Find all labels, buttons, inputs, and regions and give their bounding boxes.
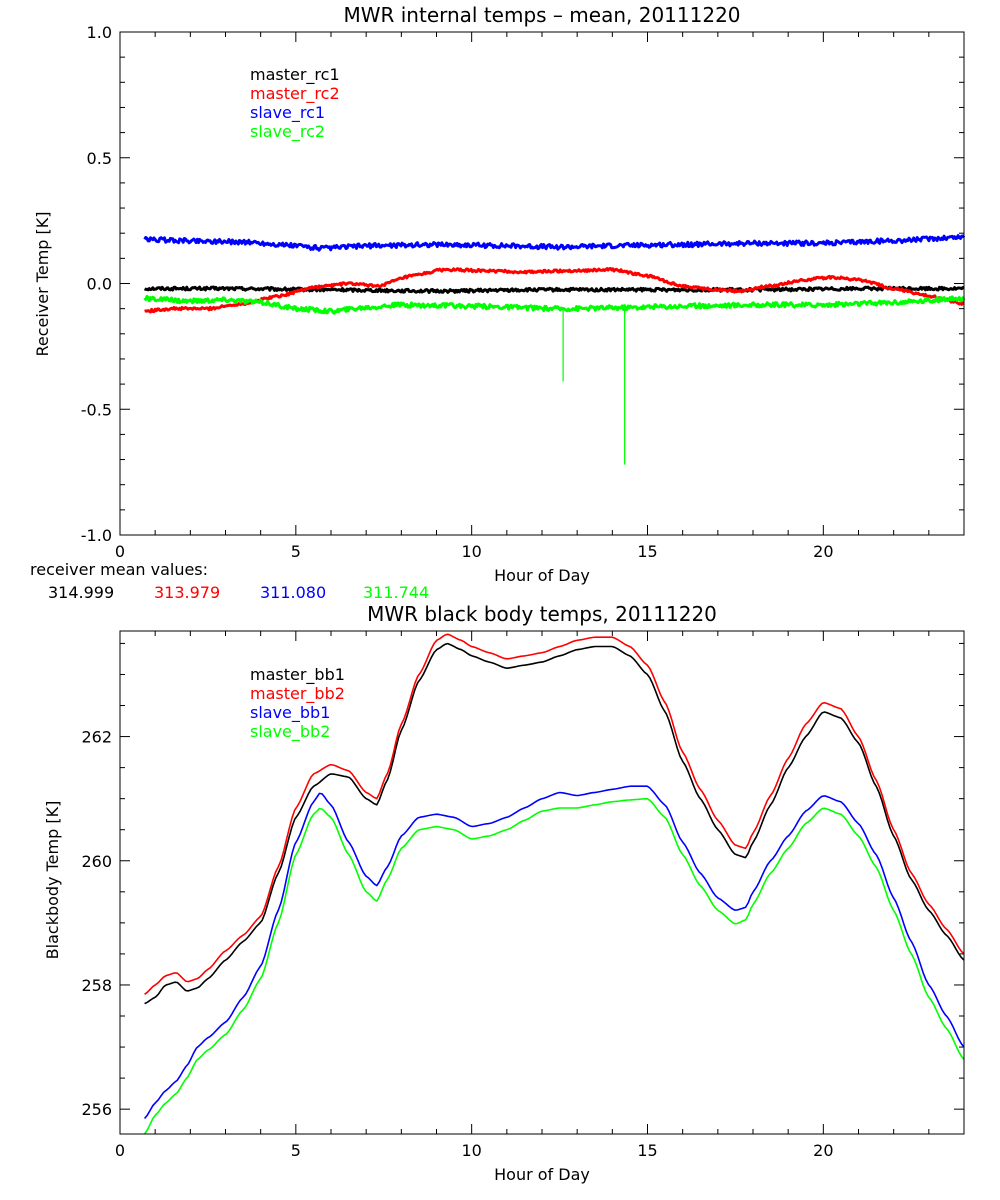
master_rc2-line xyxy=(144,267,965,314)
slave_bb1-line xyxy=(143,785,965,1120)
y-tick-label: 1.0 xyxy=(87,23,112,42)
legend-entry-slave_bb2: slave_bb2 xyxy=(250,722,330,742)
receiver-y-axis-label: Receiver Temp [K] xyxy=(33,211,52,356)
legend-entry-master_bb1: master_bb1 xyxy=(250,665,345,685)
blackbody-temps-chart: MWR black body temps, 20111220 Blackbody… xyxy=(43,602,965,1184)
blackbody-y-axis-label: Blackbody Temp [K] xyxy=(43,801,62,960)
master_rc1-line xyxy=(143,285,965,294)
slave_bb2-line xyxy=(143,797,965,1135)
x-tick-label: 10 xyxy=(461,1141,481,1160)
y-tick-label: 256 xyxy=(81,1100,112,1119)
y-tick-label: 0.0 xyxy=(87,275,112,294)
x-tick-label: 20 xyxy=(813,1141,833,1160)
x-tick-label: 0 xyxy=(115,1141,125,1160)
x-tick-label: 0 xyxy=(115,542,125,561)
y-tick-label: 262 xyxy=(81,728,112,747)
blackbody-series xyxy=(143,633,965,1135)
legend-entry-slave_rc1: slave_rc1 xyxy=(250,103,325,123)
legend-entry-slave_rc2: slave_rc2 xyxy=(250,122,325,142)
mean-value: 311.080 xyxy=(260,583,326,602)
x-tick-label: 10 xyxy=(461,542,481,561)
receiver-x-axis-label: Hour of Day xyxy=(494,566,590,585)
mean-value: 311.744 xyxy=(363,583,429,602)
x-tick-label: 5 xyxy=(291,542,301,561)
receiver-mean-values: receiver mean values: 314.999 313.979 311.… xyxy=(30,560,429,602)
blackbody-plot-frame xyxy=(119,630,965,1135)
legend-entry-slave_bb1: slave_bb1 xyxy=(250,703,330,723)
x-tick-label: 15 xyxy=(637,1141,657,1160)
y-tick-label: 260 xyxy=(81,852,112,871)
receiver-temps-chart: MWR internal temps – mean, 20111220 Rece… xyxy=(33,3,966,585)
slave_rc1-line xyxy=(143,234,966,252)
receiver-chart-title: MWR internal temps – mean, 20111220 xyxy=(343,3,740,27)
master_bb1-line xyxy=(144,642,965,1005)
mean-value: 313.979 xyxy=(154,583,220,602)
y-tick-label: -0.5 xyxy=(81,400,112,419)
x-tick-label: 15 xyxy=(637,542,657,561)
receiver-series xyxy=(143,234,966,465)
receiver-axis-ticks: 0 5 10 15 20 1.0 0.5 0.0 -0.5 -1.0 xyxy=(81,23,965,561)
legend-entry-master_bb2: master_bb2 xyxy=(250,684,345,704)
legend-entry-master_rc1: master_rc1 xyxy=(250,65,340,85)
mean-values-label: receiver mean values: xyxy=(30,560,208,579)
blackbody-x-axis-label: Hour of Day xyxy=(494,1165,590,1184)
x-tick-label: 20 xyxy=(813,542,833,561)
legend-entry-master_rc2: master_rc2 xyxy=(250,84,340,104)
x-tick-label: 5 xyxy=(291,1141,301,1160)
y-tick-label: 0.5 xyxy=(87,149,112,168)
blackbody-chart-title: MWR black body temps, 20111220 xyxy=(367,602,717,626)
receiver-plot-frame xyxy=(119,31,965,536)
mean-value: 314.999 xyxy=(48,583,114,602)
blackbody-axis-ticks: 0 5 10 15 20 256 258 260 262 xyxy=(81,631,965,1160)
slave_rc2-line xyxy=(143,294,966,315)
master_bb2-line xyxy=(144,633,965,995)
y-tick-label: 258 xyxy=(81,976,112,995)
y-tick-label: -1.0 xyxy=(81,526,112,545)
